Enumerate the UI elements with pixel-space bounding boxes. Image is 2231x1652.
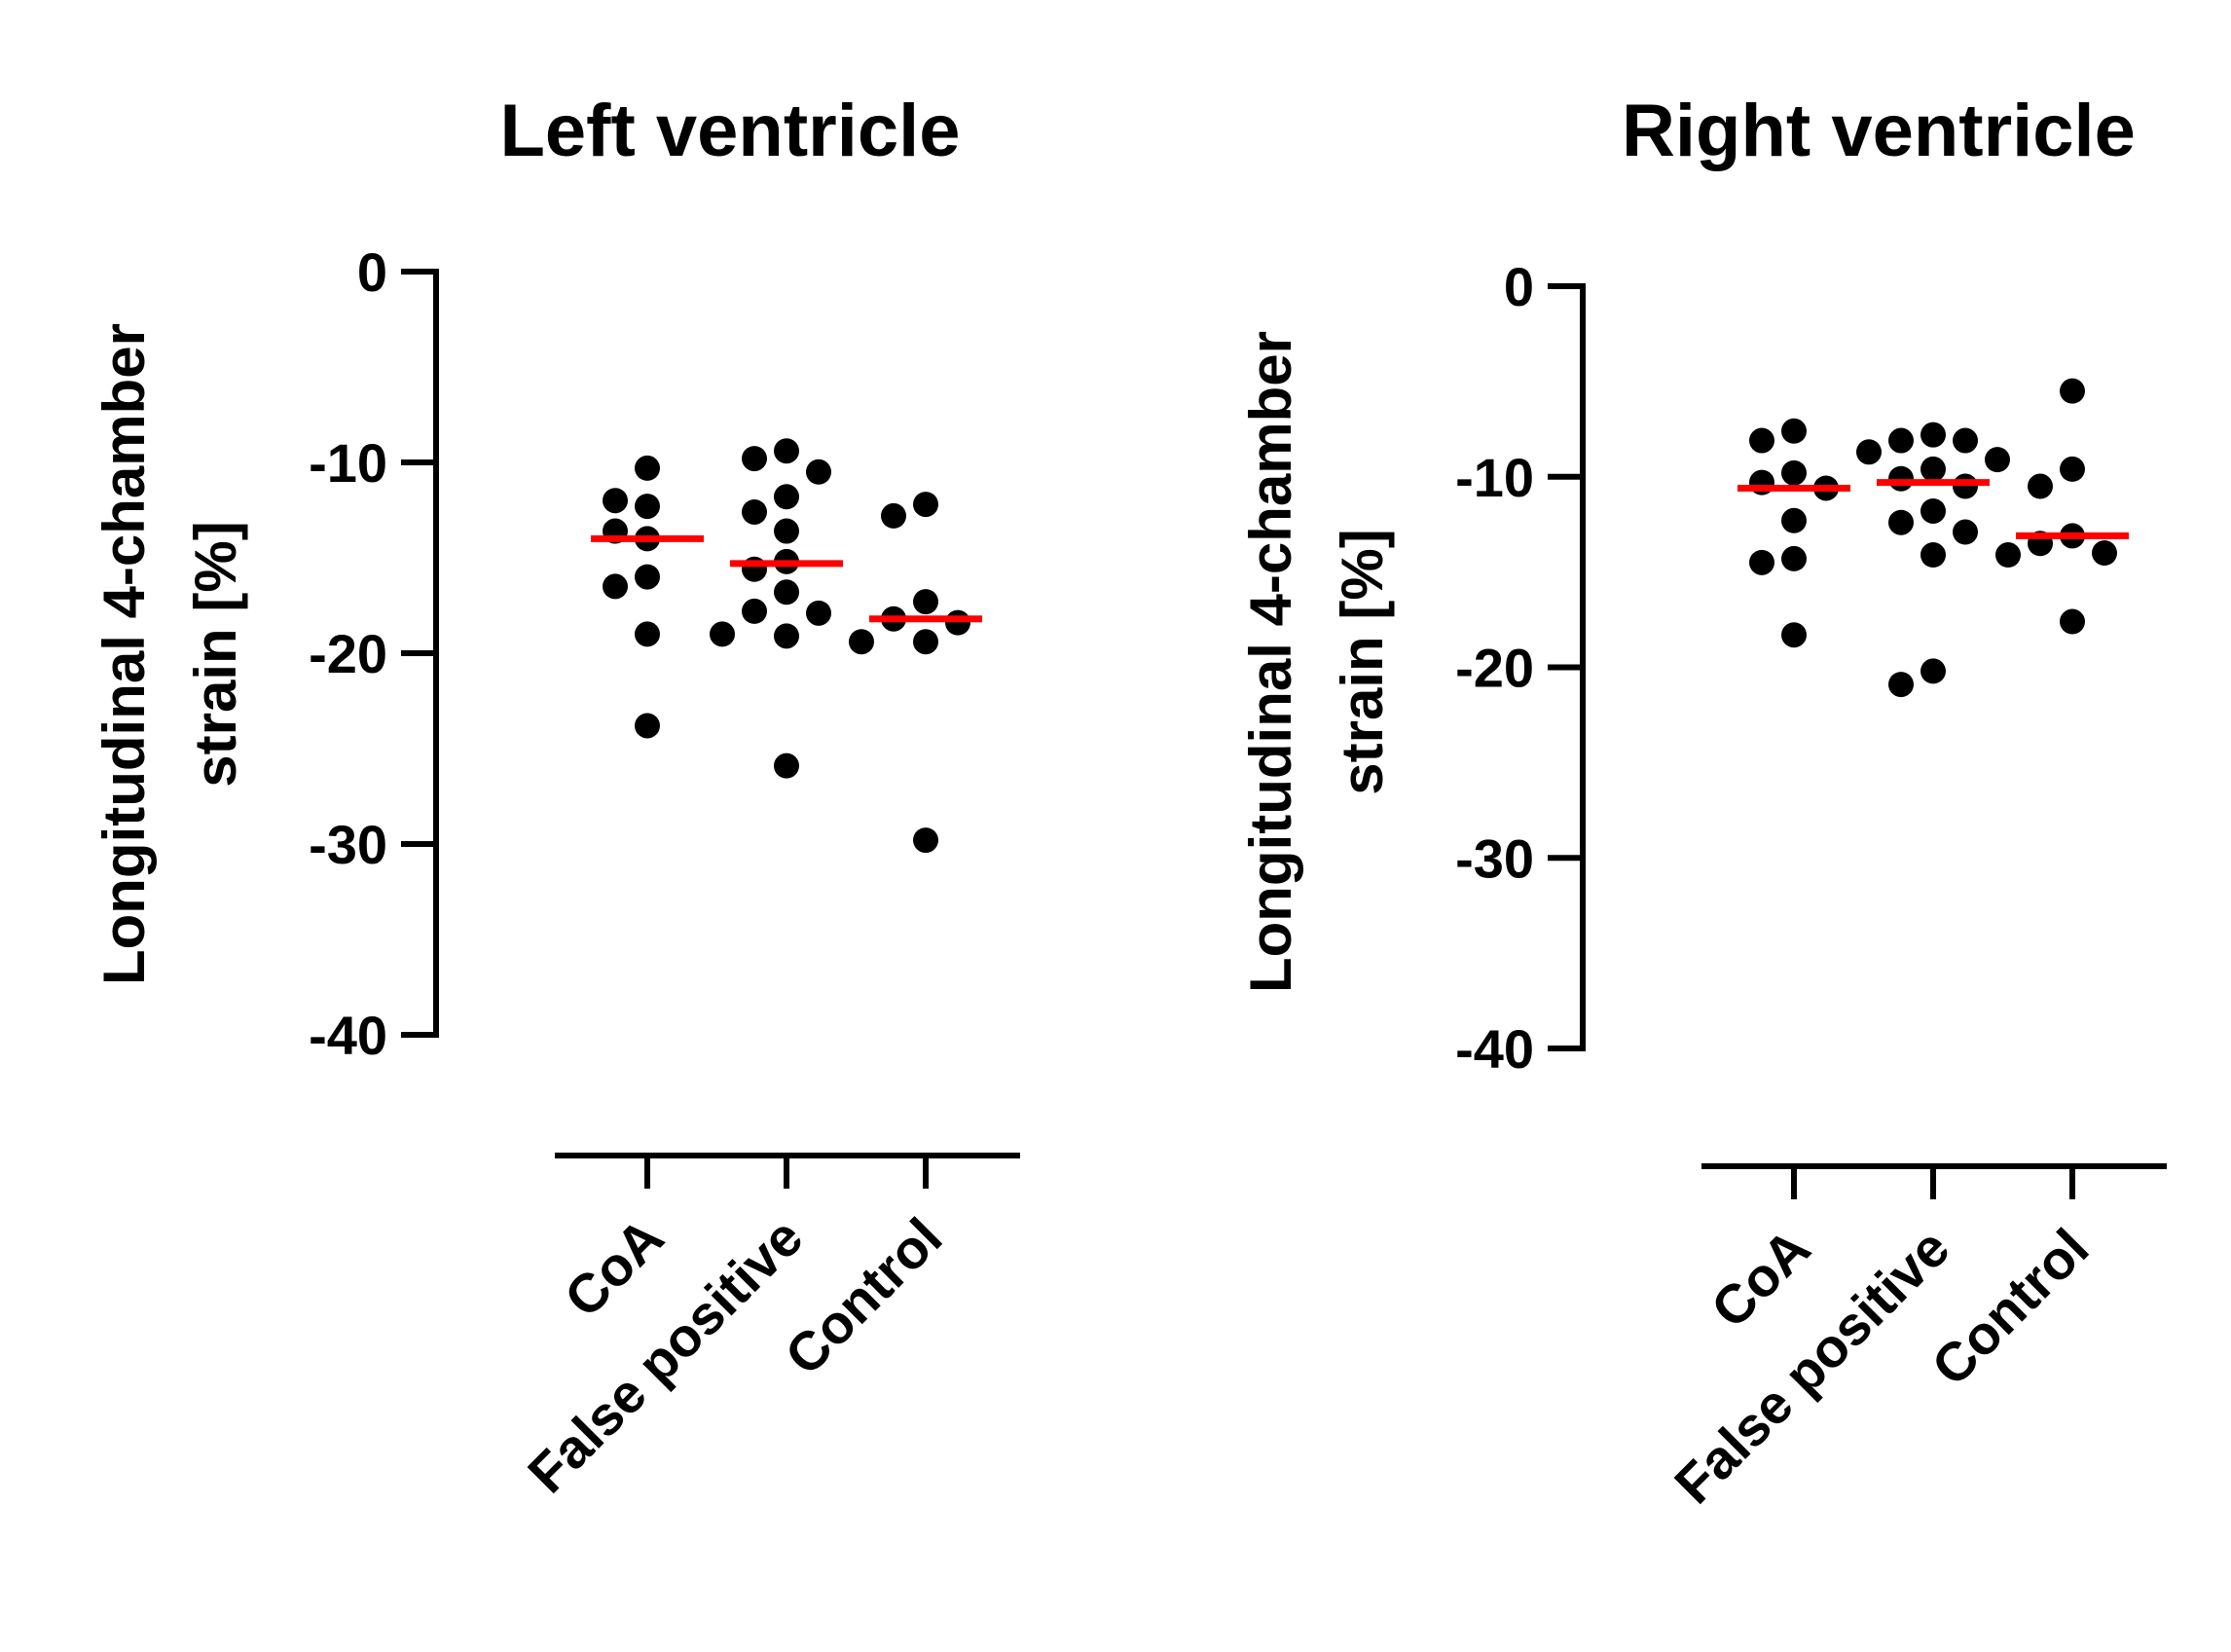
data-point: [1920, 456, 1946, 482]
data-point: [774, 518, 799, 544]
y-axis-label-line-2: strain [%]: [1330, 529, 1395, 794]
y-tick-label: -10: [1455, 447, 1534, 508]
x-category-label: CoA: [553, 1206, 676, 1329]
data-point: [1749, 549, 1774, 575]
data-point: [603, 488, 628, 514]
y-tick-label: -20: [309, 623, 387, 684]
data-point: [1781, 507, 1807, 533]
data-point: [1920, 497, 1946, 524]
data-point: [1953, 473, 1978, 499]
data-point: [742, 446, 767, 472]
data-point: [774, 484, 799, 510]
data-point: [1920, 542, 1946, 569]
x-category-label: CoA: [1700, 1217, 1822, 1340]
y-tick-label: 0: [357, 241, 387, 303]
data-point: [2060, 456, 2085, 482]
y-tick-label: -30: [1455, 827, 1534, 889]
data-point: [774, 579, 799, 606]
data-point: [1781, 545, 1807, 571]
data-point: [635, 494, 660, 520]
y-axis-label-line-2: strain [%]: [183, 521, 248, 787]
data-point: [1888, 465, 1914, 492]
data-point: [2028, 473, 2053, 499]
right-ventricle-panel: Right ventricle Longitudinal 4-chamber s…: [1238, 90, 2167, 1515]
data-point: [806, 600, 831, 626]
data-point: [2092, 540, 2117, 567]
y-tick-label: -10: [309, 432, 387, 494]
data-point: [806, 459, 831, 485]
data-point: [2060, 378, 2085, 404]
data-point: [945, 609, 970, 636]
left-ventricle-panel: Left ventricle Longitudinal 4-chamber st…: [91, 90, 1020, 1504]
x-category-label: Control: [1920, 1217, 2100, 1397]
data-point: [635, 455, 660, 481]
data-point: [1781, 459, 1807, 486]
data-point: [1888, 427, 1914, 454]
data-point: [742, 598, 767, 624]
data-point: [1920, 658, 1946, 684]
y-tick-label: -20: [1455, 638, 1534, 699]
chart-title: Right ventricle: [1622, 90, 2136, 172]
data-point: [913, 492, 938, 518]
data-point: [1995, 542, 2021, 569]
data-point: [849, 629, 874, 655]
data-point: [710, 621, 735, 647]
data-point: [1920, 422, 1946, 448]
data-point: [1953, 519, 1978, 545]
data-point: [1953, 427, 1978, 454]
data-point: [774, 623, 799, 649]
data-point: [635, 713, 660, 739]
data-point: [774, 753, 799, 779]
y-axis-label-line-1: Longitudinal 4-chamber: [91, 323, 157, 985]
y-tick-label: -40: [1455, 1018, 1534, 1080]
x-category-label: Control: [773, 1206, 953, 1386]
data-point: [913, 589, 938, 615]
data-point: [635, 564, 660, 590]
data-point: [1781, 622, 1807, 648]
data-point: [603, 573, 628, 600]
y-tick-label: -40: [309, 1005, 387, 1066]
data-point: [742, 498, 767, 525]
data-point: [1888, 509, 1914, 535]
data-point: [1856, 439, 1882, 465]
data-point: [913, 629, 938, 655]
data-point: [1781, 418, 1807, 444]
data-point: [881, 502, 906, 529]
y-axis-label-line-1: Longitudinal 4-chamber: [1238, 331, 1303, 993]
data-point: [1888, 672, 1914, 698]
y-tick-label: 0: [1504, 256, 1534, 317]
chart-title: Left ventricle: [499, 90, 960, 172]
data-point: [2060, 608, 2085, 635]
data-point: [1749, 427, 1774, 454]
data-point: [1985, 447, 2010, 473]
data-point: [635, 621, 660, 647]
data-point: [913, 827, 938, 854]
y-tick-label: -30: [309, 814, 387, 875]
data-point: [774, 438, 799, 464]
